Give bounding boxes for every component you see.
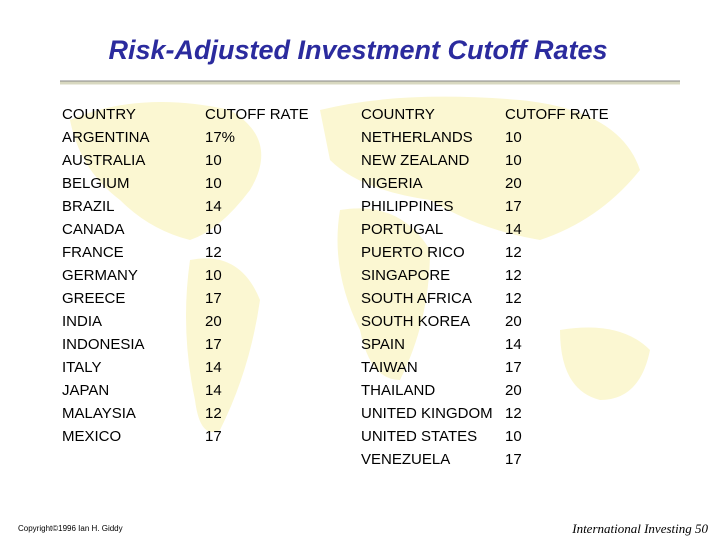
- rate-cell: 20: [505, 313, 522, 330]
- rate-cell: 17: [205, 290, 222, 307]
- rate-cell: 12: [505, 267, 522, 284]
- column-header: CUTOFF RATE: [205, 106, 309, 123]
- rate-cell: 17%: [205, 129, 235, 146]
- country-cell: JAPAN: [62, 382, 109, 399]
- rate-cell: 17: [505, 198, 522, 215]
- rate-cell: 17: [505, 359, 522, 376]
- country-cell: UNITED STATES: [361, 428, 477, 445]
- rate-cell: 20: [205, 313, 222, 330]
- slide-title: Risk-Adjusted Investment Cutoff Rates: [108, 35, 607, 65]
- country-cell: MEXICO: [62, 428, 121, 445]
- country-cell: INDIA: [62, 313, 102, 330]
- country-cell: GREECE: [62, 290, 125, 307]
- rate-cell: 10: [205, 221, 222, 238]
- rate-cell: 20: [505, 382, 522, 399]
- world-map-background: [70, 96, 650, 432]
- rate-cell: 10: [205, 175, 222, 192]
- rate-cell: 17: [205, 336, 222, 353]
- country-cell: SOUTH KOREA: [361, 313, 470, 330]
- country-cell: INDONESIA: [62, 336, 145, 353]
- country-cell: AUSTRALIA: [62, 152, 145, 169]
- country-cell: THAILAND: [361, 382, 435, 399]
- country-cell: ITALY: [62, 359, 101, 376]
- country-cell: FRANCE: [62, 244, 124, 261]
- rate-cell: 12: [505, 290, 522, 307]
- rate-cell: 10: [205, 267, 222, 284]
- country-cell: PUERTO RICO: [361, 244, 465, 261]
- rate-cell: 14: [205, 198, 222, 215]
- rate-cell: 17: [205, 428, 222, 445]
- page-label: International Investing 50: [571, 521, 708, 536]
- tables: COUNTRY CUTOFF RATE ARGENTINA 17% AUSTRALIA 1…: [62, 106, 609, 468]
- rate-cell: 10: [205, 152, 222, 169]
- rate-cell: 12: [505, 244, 522, 261]
- country-cell: BELGIUM: [62, 175, 130, 192]
- rate-cell: 12: [205, 244, 222, 261]
- country-cell: SPAIN: [361, 336, 405, 353]
- rate-cell: 12: [505, 405, 522, 422]
- column-header: CUTOFF RATE: [505, 106, 609, 123]
- column-header: COUNTRY: [62, 106, 136, 123]
- country-cell: UNITED KINGDOM: [361, 405, 493, 422]
- country-cell: NEW ZEALAND: [361, 152, 470, 169]
- rate-cell: 14: [205, 359, 222, 376]
- country-cell: NETHERLANDS: [361, 129, 473, 146]
- column-header: COUNTRY: [361, 106, 435, 123]
- rate-cell: 14: [505, 336, 522, 353]
- rate-cell: 12: [205, 405, 222, 422]
- rate-cell: 10: [505, 152, 522, 169]
- country-cell: SOUTH AFRICA: [361, 290, 472, 307]
- country-cell: ARGENTINA: [62, 129, 150, 146]
- country-cell: GERMANY: [62, 267, 138, 284]
- rate-cell: 17: [505, 451, 522, 468]
- country-cell: MALAYSIA: [62, 405, 136, 422]
- country-cell: TAIWAN: [361, 359, 418, 376]
- rate-cell: 20: [505, 175, 522, 192]
- rate-cell: 14: [505, 221, 522, 238]
- country-cell: PHILIPPINES: [361, 198, 454, 215]
- country-cell: VENEZUELA: [361, 451, 450, 468]
- rate-cell: 10: [505, 428, 522, 445]
- country-cell: NIGERIA: [361, 175, 423, 192]
- country-cell: SINGAPORE: [361, 267, 450, 284]
- country-cell: PORTUGAL: [361, 221, 443, 238]
- rate-cell: 14: [205, 382, 222, 399]
- country-cell: CANADA: [62, 221, 125, 238]
- copyright: Copyright©1996 Ian H. Giddy: [18, 524, 123, 533]
- country-cell: BRAZIL: [62, 198, 115, 215]
- rate-cell: 10: [505, 129, 522, 146]
